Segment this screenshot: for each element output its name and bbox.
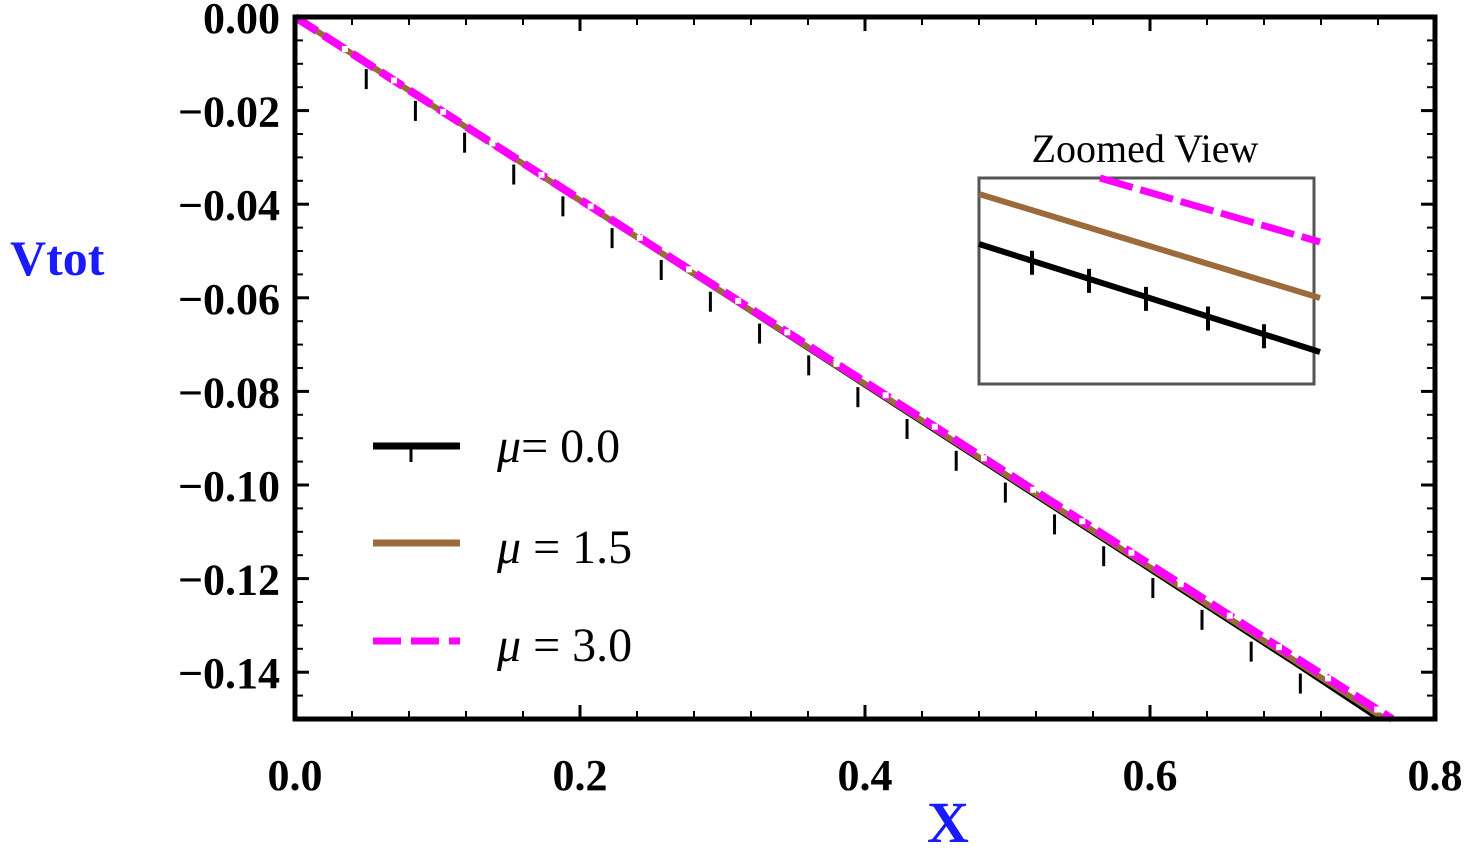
inset-line-mu-1-5 bbox=[978, 191, 1321, 301]
dash-gap-marker bbox=[1030, 486, 1037, 493]
dash-gap-marker bbox=[1374, 706, 1381, 713]
legend-mu-glyph-1: μ bbox=[496, 521, 521, 574]
y-tick-label: −0.12 bbox=[178, 556, 280, 605]
x-tick-label: 0.8 bbox=[1408, 751, 1463, 800]
series-line-2 bbox=[292, 13, 1395, 723]
dash-gap-marker bbox=[1275, 644, 1282, 651]
dash-gap-marker bbox=[833, 360, 840, 367]
dash-gap-marker bbox=[686, 266, 693, 273]
inset-zoomed-view: Zoomed View bbox=[977, 126, 1321, 386]
dash-gap-marker bbox=[391, 77, 398, 84]
dash-gap-marker bbox=[735, 297, 742, 304]
dash-gap-marker bbox=[587, 203, 594, 210]
dash-gap-marker bbox=[1226, 612, 1233, 619]
legend-label-mu-0: μ= 0.0 bbox=[496, 420, 620, 473]
dash-gap-marker bbox=[1325, 675, 1332, 682]
inset-title: Zoomed View bbox=[1032, 126, 1259, 171]
dash-gap-marker bbox=[882, 392, 889, 399]
dash-gap-marker bbox=[1079, 518, 1086, 525]
dash-gap-marker bbox=[784, 329, 791, 336]
dash-gap-marker bbox=[489, 140, 496, 147]
x-tick-label: 0.6 bbox=[1123, 751, 1178, 800]
x-tick-label: 0.2 bbox=[553, 751, 608, 800]
dash-gap-marker bbox=[931, 423, 938, 430]
y-tick-label: 0.00 bbox=[203, 0, 280, 43]
y-tick-label: −0.02 bbox=[178, 88, 280, 137]
y-axis-title: Vtot bbox=[10, 230, 105, 286]
legend-label-mu-3: μ = 3.0 bbox=[496, 619, 632, 672]
legend-label-mu-3-text: = 3.0 bbox=[521, 619, 632, 672]
inset-markers bbox=[1030, 250, 1266, 349]
dash-gap-marker bbox=[538, 171, 545, 178]
legend-label-mu-1-5: μ = 1.5 bbox=[496, 521, 632, 574]
legend-label-mu-1-5-text: = 1.5 bbox=[521, 521, 632, 574]
inset-line-mu-3 bbox=[1099, 174, 1321, 246]
dash-gap-marker bbox=[341, 45, 348, 52]
dash-gap-marker bbox=[1128, 549, 1135, 556]
plot-frame bbox=[292, 14, 1438, 722]
dash-gap-marker bbox=[1177, 581, 1184, 588]
y-tick-label: −0.10 bbox=[178, 462, 280, 511]
y-tick-label: −0.06 bbox=[178, 275, 280, 324]
x-tick-label: 0.0 bbox=[268, 751, 323, 800]
legend-mu-glyph-0: μ bbox=[496, 420, 521, 473]
legend-label-mu-0-text: = 0.0 bbox=[521, 420, 620, 473]
x-tick-label: 0.4 bbox=[838, 751, 893, 800]
tick-labels: 0.0 0.2 0.4 0.6 0.8 0.00 −0.02 −0.04 −0.06 −0.08 −… bbox=[178, 0, 1463, 800]
y-tick-label: −0.08 bbox=[178, 368, 280, 417]
legend-mu-glyph-2: μ bbox=[496, 619, 521, 672]
series-layer bbox=[292, 13, 1395, 723]
legend: μ= 0.0 μ = 1.5 μ = 3.0 bbox=[373, 420, 632, 672]
x-axis-title: X bbox=[927, 790, 969, 849]
dash-gap-marker bbox=[636, 234, 643, 241]
y-tick-label: −0.04 bbox=[178, 181, 280, 230]
dash-gap-marker bbox=[980, 455, 987, 462]
y-tick-label: −0.14 bbox=[178, 649, 280, 698]
dash-gap-marker bbox=[440, 108, 447, 115]
